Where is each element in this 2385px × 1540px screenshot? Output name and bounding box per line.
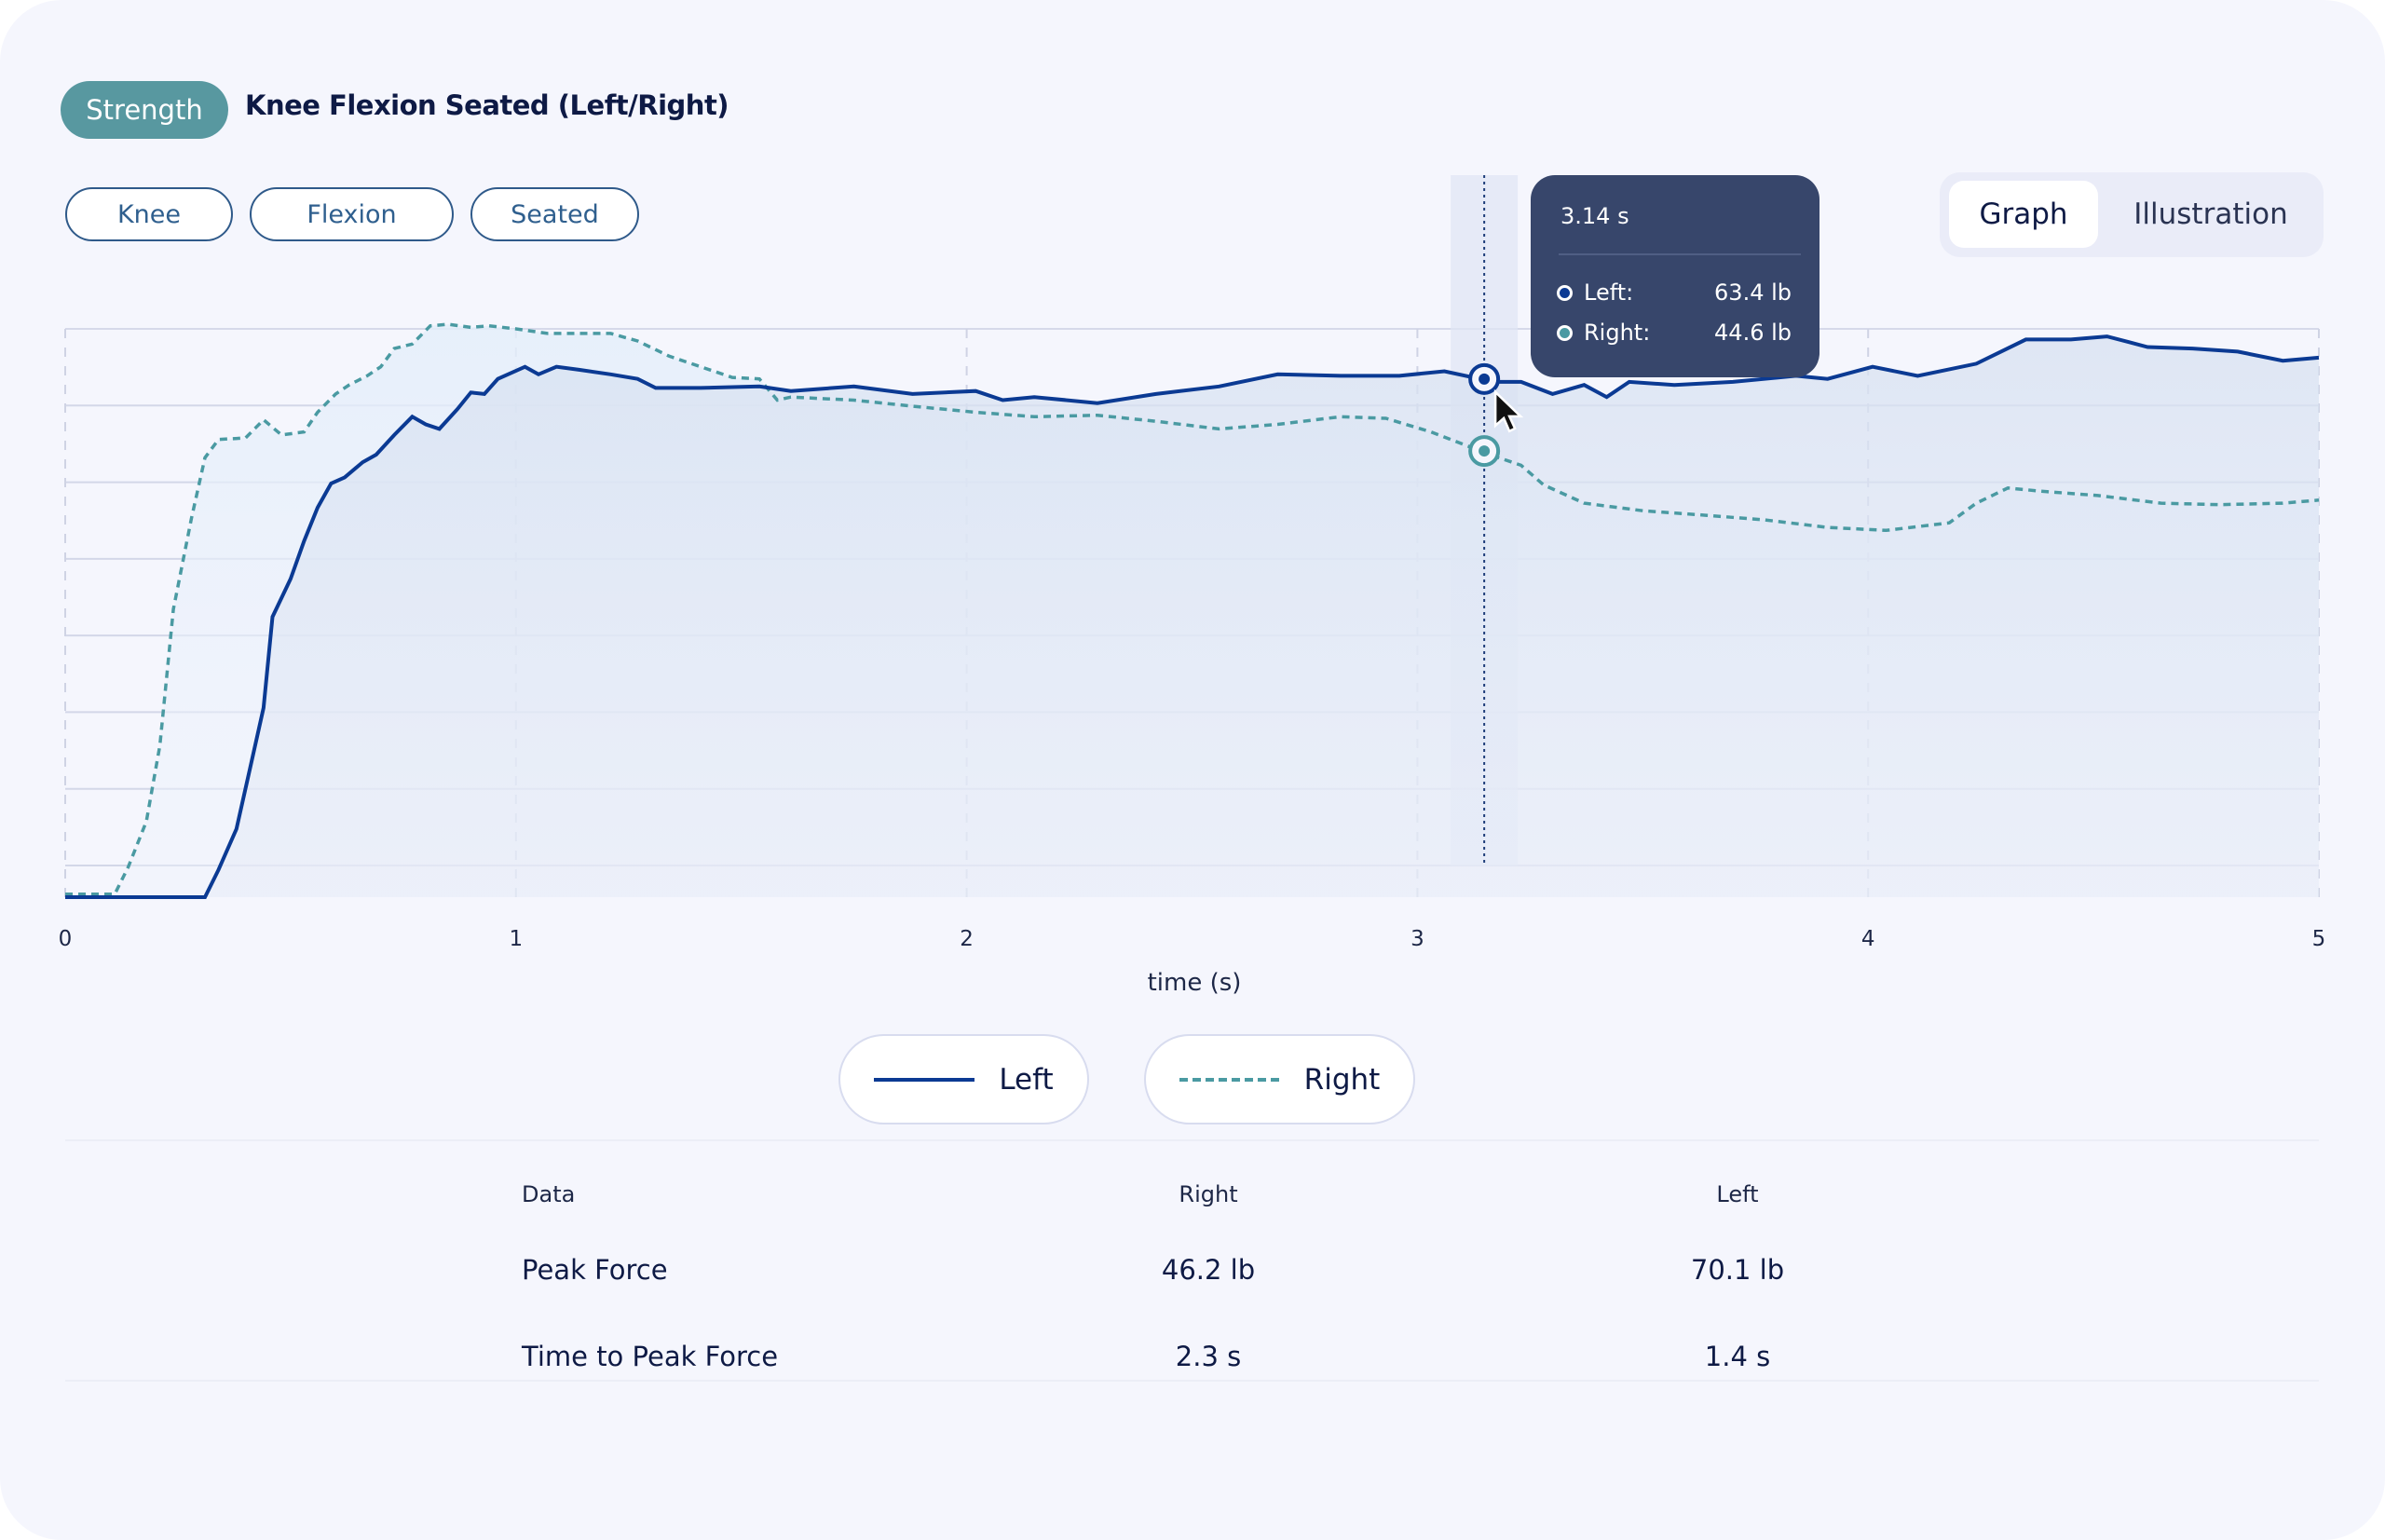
table-cell: 46.2 lb bbox=[1161, 1254, 1256, 1286]
x-tick-label: 4 bbox=[1860, 927, 1875, 951]
tab-graph[interactable]: Graph bbox=[1949, 181, 2098, 248]
tooltip-value: 63.4 lb bbox=[1714, 279, 1792, 306]
x-tick-label: 5 bbox=[2311, 927, 2326, 951]
tab-illustration[interactable]: Illustration bbox=[2133, 198, 2288, 231]
x-tick-label: 0 bbox=[58, 927, 73, 951]
table-header-data: Data bbox=[522, 1181, 576, 1207]
tooltip-row-left: Left: 63.4 lb bbox=[1557, 279, 1792, 306]
tooltip-label: Right: bbox=[1584, 320, 1651, 346]
tag-knee[interactable]: Knee bbox=[65, 187, 233, 241]
table-header-left: Left bbox=[1716, 1181, 1759, 1207]
table-cell: 70.1 lb bbox=[1690, 1254, 1785, 1286]
tag-flexion[interactable]: Flexion bbox=[250, 187, 454, 241]
left-area bbox=[65, 336, 2319, 898]
legend-label: Right bbox=[1303, 1062, 1381, 1097]
dashed-line-icon bbox=[1179, 1077, 1280, 1082]
table-cell: Time to Peak Force bbox=[522, 1341, 779, 1372]
mouse-cursor-icon bbox=[1493, 388, 1524, 433]
divider bbox=[65, 1380, 2319, 1382]
tooltip-value: 44.6 lb bbox=[1714, 320, 1792, 346]
x-tick-label: 3 bbox=[1411, 927, 1424, 951]
tooltip-label: Left: bbox=[1584, 279, 1634, 306]
category-badge: Strength bbox=[61, 81, 228, 139]
chart-tooltip: 3.14 s Left: 63.4 lb Right: 44.6 lb bbox=[1531, 175, 1819, 377]
left-series-line bbox=[65, 334, 2320, 899]
x-tick-label: 2 bbox=[960, 927, 974, 951]
tooltip-divider bbox=[1559, 253, 1801, 255]
table-cell: 1.4 s bbox=[1704, 1341, 1771, 1372]
right-dot-icon bbox=[1557, 324, 1573, 341]
x-tick-label: 1 bbox=[509, 927, 524, 951]
solid-line-icon bbox=[874, 1077, 975, 1082]
legend-label: Left bbox=[999, 1062, 1054, 1097]
x-axis-label: time (s) bbox=[1147, 969, 1242, 997]
tooltip-row-right: Right: 44.6 lb bbox=[1557, 320, 1792, 346]
left-dot-icon bbox=[1557, 284, 1573, 301]
table-cell: 2.3 s bbox=[1175, 1341, 1242, 1372]
legend-left-toggle[interactable]: Left bbox=[838, 1034, 1089, 1124]
right-point-marker-dot bbox=[1479, 445, 1491, 457]
view-toggle: Graph Illustration bbox=[1940, 172, 2324, 257]
divider bbox=[65, 1139, 2319, 1141]
right-series-line bbox=[65, 322, 2320, 896]
tooltip-time: 3.14 s bbox=[1560, 203, 1629, 229]
tag-seated[interactable]: Seated bbox=[470, 187, 639, 241]
page-title: Knee Flexion Seated (Left/Right) bbox=[245, 89, 729, 121]
table-cell: Peak Force bbox=[522, 1254, 668, 1286]
table-header-right: Right bbox=[1179, 1181, 1238, 1207]
legend-right-toggle[interactable]: Right bbox=[1144, 1034, 1415, 1124]
left-point-marker-dot bbox=[1479, 373, 1491, 385]
